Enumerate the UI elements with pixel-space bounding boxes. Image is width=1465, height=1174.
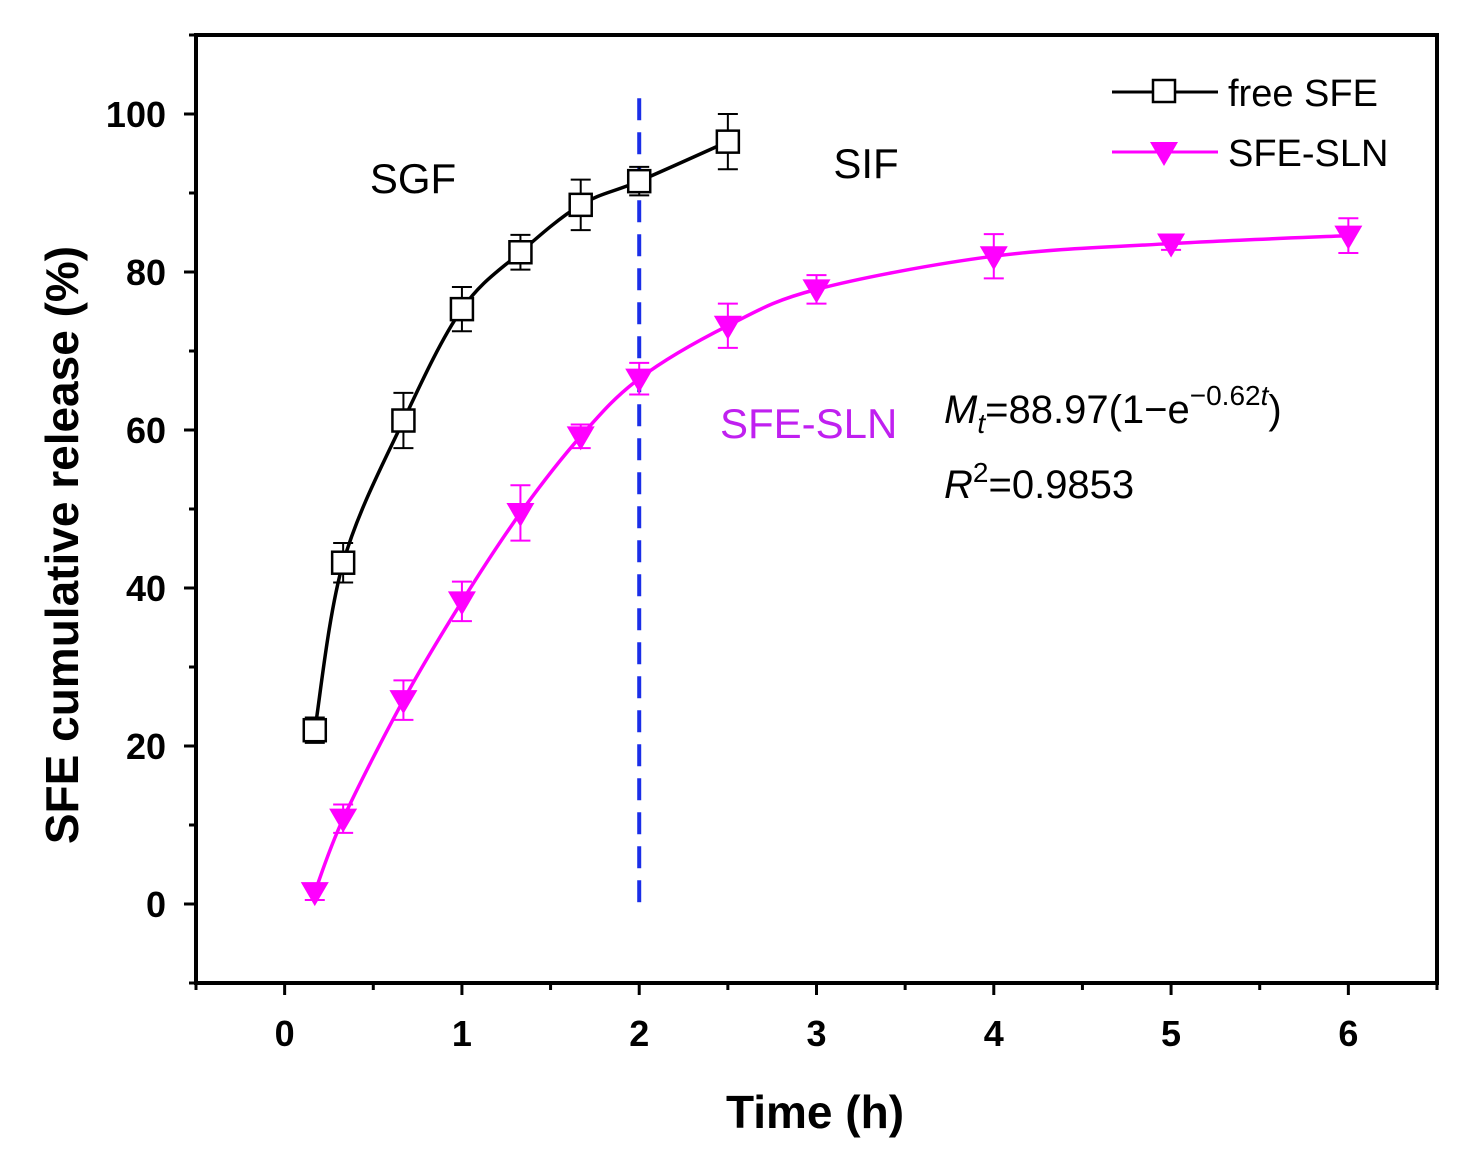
r-power: 2 [973,457,989,488]
series-line [313,233,1349,893]
data-point [449,296,475,322]
series-line [313,140,729,731]
x-tick-label: 4 [984,1013,1004,1054]
data-point [566,426,595,451]
fit-equation: Mt=88.97(1−e−0.62t) [944,380,1282,439]
data-point [979,246,1008,271]
series-layer [300,113,1363,907]
y-tick-label: 60 [126,410,166,451]
y-tick-label: 100 [106,94,166,135]
data-point [802,279,831,304]
r-squared: R2=0.9853 [944,457,1134,507]
legend: free SFE SFE-SLN [1112,73,1388,175]
x-tick-label: 6 [1338,1013,1358,1054]
r-symbol: R [944,463,973,507]
data-point [329,808,358,833]
data-point [713,315,742,340]
x-tick-label: 0 [275,1013,295,1054]
data-point [626,168,652,194]
x-axis-title: Time (h) [726,1086,904,1138]
x-tick-label: 2 [629,1013,649,1054]
y-tick-label: 80 [126,252,166,293]
x-tick-label: 1 [452,1013,472,1054]
data-point [506,502,535,527]
r-value: =0.9853 [988,463,1134,507]
data-point [625,368,654,393]
region-label-sif: SIF [833,140,898,187]
legend-label-free-sfe: free SFE [1228,73,1378,115]
data-point [568,192,593,218]
x-tick-label: 3 [806,1013,826,1054]
y-axis-title: SFE cumulative release (%) [36,246,88,844]
data-point [447,591,476,616]
y-tick-label: 20 [126,726,166,767]
series-free-sfe [302,113,741,744]
eq-body: =88.97(1−e [985,388,1190,432]
legend-marker-free-sfe [1151,78,1177,104]
data-point [330,550,356,575]
data-point [508,240,533,265]
series-sfe-sln [300,217,1363,907]
eq-subscript: t [977,408,986,439]
y-tick-label: 40 [126,568,166,609]
data-point [391,408,416,433]
eq-exponent-var: t [1261,380,1270,411]
data-point [1157,233,1186,258]
data-point [389,690,418,715]
legend-label-sfe-sln: SFE-SLN [1228,133,1388,175]
eq-symbol: M [944,388,978,432]
region-label-sgf: SGF [370,155,456,202]
data-point [715,129,741,154]
legend-marker-sfe-sln [1150,142,1178,166]
eq-exponent-coeff: −0.62 [1190,380,1261,411]
eq-close: ) [1268,388,1281,432]
data-point [300,882,329,907]
data-point [1334,225,1363,250]
y-tick-label: 0 [146,884,166,925]
data-point [302,717,328,743]
fit-series-label: SFE-SLN [720,400,897,447]
x-tick-label: 5 [1161,1013,1181,1054]
